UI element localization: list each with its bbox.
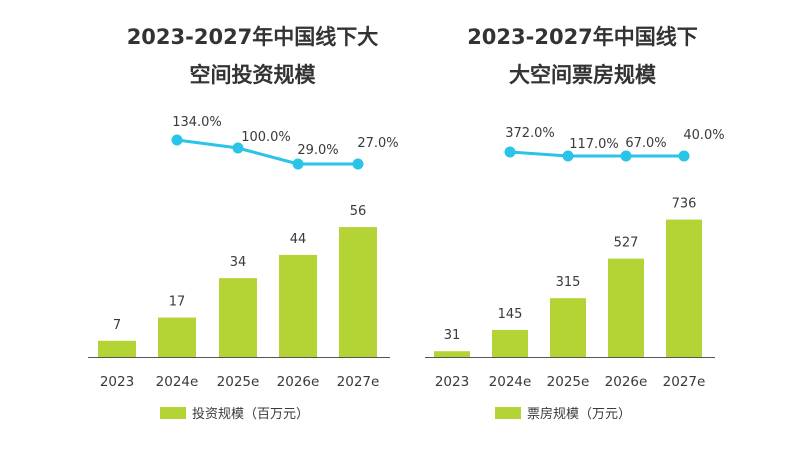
box-office-growth-point (678, 150, 690, 162)
right-chart-title-line-1: 2023-2027年中国线下 (467, 25, 698, 49)
box-office-growth-label: 117.0% (569, 137, 619, 152)
investment-bar-value-label: 44 (290, 232, 307, 247)
left-chart-title-line-2: 空间投资规模 (189, 63, 316, 87)
box-office-legend-swatch (495, 407, 521, 419)
investment-bar-2024e (158, 317, 196, 357)
investment-growth-point (232, 142, 244, 154)
investment-growth-label: 100.0% (241, 130, 291, 145)
left-chart-title: 2023-2027年中国线下大 空间投资规模 (90, 18, 415, 94)
investment-growth-label: 134.0% (172, 115, 222, 130)
investment-bar-value-label: 34 (230, 255, 247, 270)
investment-growth-line (176, 138, 358, 166)
investment-bar-2025e (219, 278, 257, 357)
investment-legend-swatch (160, 407, 186, 419)
box-office-growth-point (504, 146, 516, 158)
right-chart-title-line-2: 大空间票房规模 (509, 63, 656, 87)
box-office-bar-value-label: 736 (672, 197, 697, 212)
box-office-bar-value-label: 315 (556, 275, 581, 290)
investment-x-tick-label: 2027e (337, 374, 380, 390)
box-office-legend-label: 票房规模（万元） (527, 406, 631, 422)
box-office-growth-label: 40.0% (683, 128, 724, 143)
left-chart-title-line-1: 2023-2027年中国线下大 (126, 25, 379, 49)
investment-growth-point (352, 158, 364, 170)
investment-bar-2026e (279, 254, 317, 357)
investment-growth-point (292, 158, 304, 170)
box-office-x-tick-label: 2025e (547, 374, 590, 390)
investment-growth-label: 29.0% (297, 143, 338, 158)
investment-bar-2023 (98, 340, 136, 357)
investment-growth-point (171, 134, 183, 146)
investment-x-tick-label: 2025e (217, 374, 260, 390)
right-chart-title: 2023-2027年中国线下 大空间票房规模 (420, 18, 745, 94)
investment-bar-2027e (339, 227, 377, 357)
box-office-bar-2027e (666, 219, 702, 357)
investment-legend-label: 投资规模（百万元） (192, 406, 309, 422)
box-office-bar-2026e (608, 258, 644, 357)
box-office-bar-value-label: 145 (498, 307, 523, 322)
box-office-bar-value-label: 527 (614, 236, 639, 251)
box-office-bar-2025e (550, 298, 586, 357)
box-office-growth-label: 372.0% (505, 126, 555, 141)
box-office-growth-label: 67.0% (625, 136, 666, 151)
box-office-growth-point (562, 150, 574, 162)
investment-x-tick-label: 2024e (156, 374, 199, 390)
box-office-bar-2024e (492, 329, 528, 357)
investment-bar-value-label: 56 (350, 204, 367, 219)
investment-x-tick-label: 2026e (277, 374, 320, 390)
investment-x-tick-label: 2023 (100, 374, 134, 390)
investment-bar-value-label: 7 (113, 318, 121, 333)
box-office-growth-line (509, 150, 684, 158)
box-office-x-tick-label: 2023 (435, 374, 469, 390)
investment-growth-label: 27.0% (357, 136, 398, 151)
box-office-x-tick-label: 2027e (663, 374, 706, 390)
investment-bar-value-label: 17 (169, 295, 186, 310)
box-office-growth-point (620, 150, 632, 162)
box-office-x-tick-label: 2026e (605, 374, 648, 390)
box-office-bar-value-label: 31 (444, 328, 461, 343)
box-office-x-tick-label: 2024e (489, 374, 532, 390)
box-office-bar-2023 (434, 351, 470, 357)
